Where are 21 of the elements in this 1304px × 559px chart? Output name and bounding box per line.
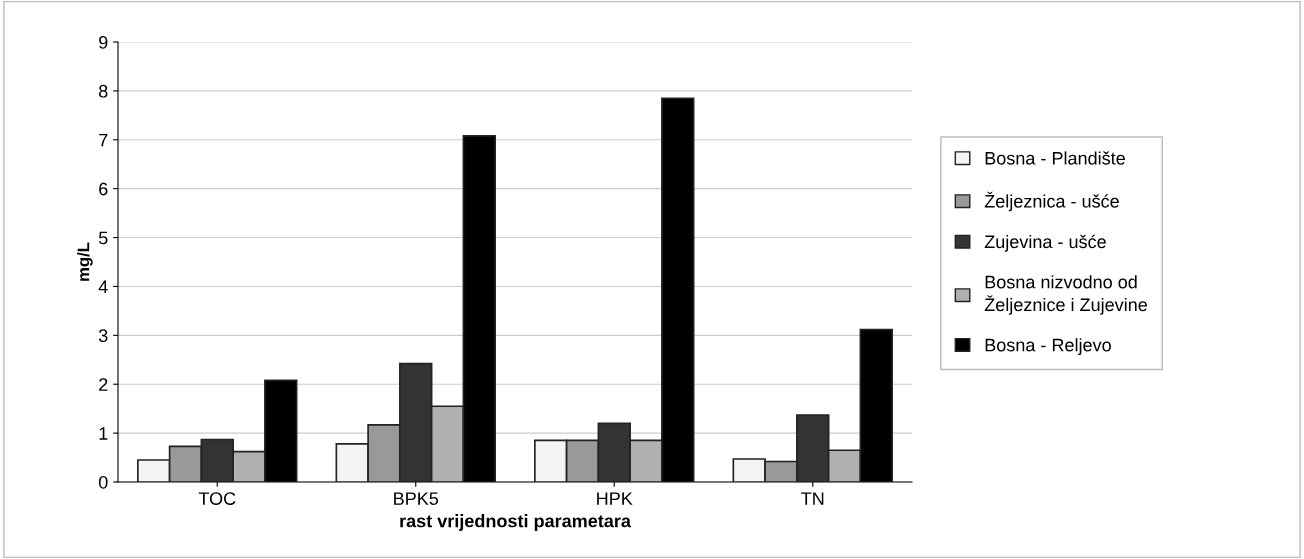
y-axis-title: mg/L: [77, 242, 93, 281]
y-tick-label: 6: [99, 182, 108, 196]
y-tick-label: 0: [98, 475, 108, 489]
x-tick-label: TN: [801, 492, 824, 505]
x-axis-title: rast vrijednosti parametara: [400, 514, 632, 531]
y-tick-label: 7: [99, 133, 108, 147]
legend-label: Bosna - Reljevo: [985, 338, 1111, 356]
y-tick-label: 4: [98, 280, 108, 293]
y-tick-label: 9: [99, 35, 108, 49]
x-tick-label: HPK: [597, 492, 633, 505]
legend-label: Zujevina - ušće: [984, 234, 1106, 252]
y-tick-label: 8: [99, 84, 108, 98]
y-tick-label: 1: [99, 427, 108, 440]
y-tick-label: 5: [98, 231, 108, 245]
legend-label: Bosna nizvodno od Željeznice i Zujevine: [984, 275, 1147, 315]
legend-label: Bosna - Plandište: [985, 151, 1125, 165]
legend-label: Željeznica - ušće: [984, 191, 1119, 212]
y-tick-label: 3: [98, 329, 108, 343]
x-tick-label: BPK5: [394, 492, 439, 505]
y-tick-label: 2: [99, 378, 108, 391]
x-tick-label: TOC: [198, 492, 236, 505]
